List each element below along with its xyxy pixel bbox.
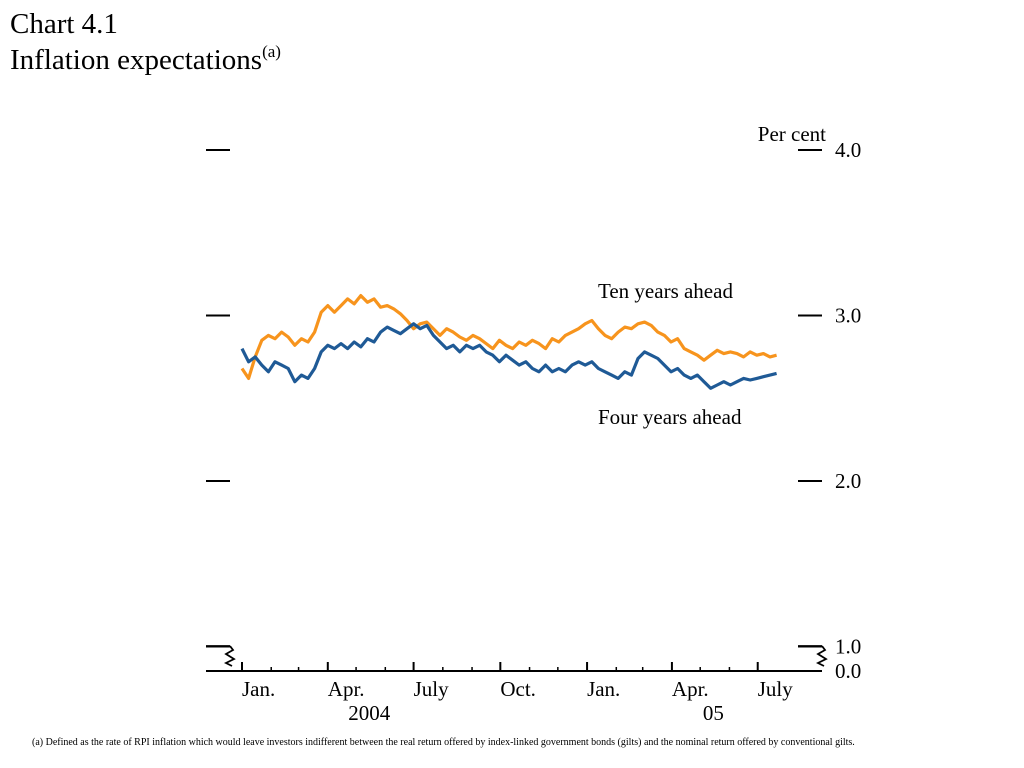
x-year-label: 2004 bbox=[348, 701, 391, 725]
series-ten-years-label: Ten years ahead bbox=[598, 279, 733, 303]
series-ten-years-line bbox=[240, 294, 777, 380]
x-tick-label: July bbox=[758, 677, 794, 701]
chart-title-text: Inflation expectations bbox=[10, 44, 263, 76]
chart-title-block: Chart 4.1 Inflation expectations(a) bbox=[10, 6, 281, 78]
chart-number: Chart 4.1 bbox=[10, 8, 118, 40]
y-tick-label: 0.0 bbox=[835, 659, 861, 683]
y-tick-label: 1.0 bbox=[835, 635, 861, 659]
y-tick-label: 2.0 bbox=[835, 469, 861, 493]
axis-break-right bbox=[798, 645, 828, 672]
x-year-label: 05 bbox=[703, 701, 724, 725]
line-chart: 4.0 3.0 2.0 1.00.0 Jan. Apr. July Oct. Jan. Apr. J… bbox=[206, 122, 861, 725]
chart-labels: 4.0 3.0 2.0 1.00.0 Jan. Apr. July Oct. Jan. Apr. J… bbox=[242, 122, 861, 725]
series-four-years-label: Four years ahead bbox=[598, 405, 742, 429]
x-tick-label: Apr. bbox=[672, 677, 709, 701]
chart-series bbox=[240, 294, 777, 390]
y-axis-label: Per cent bbox=[758, 122, 826, 146]
x-tick-label: Jan. bbox=[242, 677, 275, 701]
chart-axes bbox=[206, 149, 828, 672]
chart-title: Inflation expectations(a) bbox=[10, 42, 281, 78]
chart-footnote: (a) Defined as the rate of RPI inflation… bbox=[32, 737, 855, 748]
x-tick-label: July bbox=[414, 677, 450, 701]
title-footnote-mark: (a) bbox=[262, 42, 281, 61]
x-tick-label: Jan. bbox=[587, 677, 620, 701]
series-four-years-line bbox=[240, 322, 777, 390]
y-tick-label: 4.0 bbox=[835, 138, 861, 162]
axis-break-left bbox=[206, 645, 236, 672]
x-tick-label: Oct. bbox=[500, 677, 536, 701]
y-tick-label: 3.0 bbox=[835, 304, 861, 328]
x-tick-label: Apr. bbox=[328, 677, 365, 701]
